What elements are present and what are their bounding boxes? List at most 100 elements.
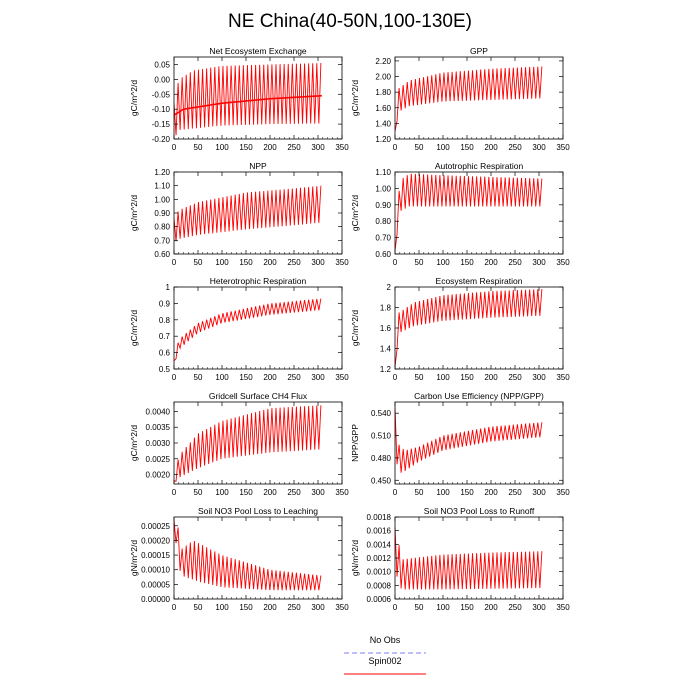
x-tick-label: 300 bbox=[532, 488, 546, 497]
x-tick-label: 250 bbox=[287, 143, 301, 152]
x-tick-label: 100 bbox=[215, 258, 229, 267]
figure-title: NE China(40-50N,100-130E) bbox=[228, 11, 472, 32]
x-tick-label: 350 bbox=[556, 258, 570, 267]
x-tick-label: 150 bbox=[239, 143, 253, 152]
panel-title: Heterotrophic Respiration bbox=[210, 276, 307, 286]
y-axis-label: gC/m^2/d bbox=[129, 195, 139, 231]
y-tick-label: 0.0018 bbox=[367, 513, 392, 522]
y-tick-label: 2.00 bbox=[375, 73, 391, 82]
y-tick-label: 0.70 bbox=[154, 236, 170, 245]
y-tick-label: -0.20 bbox=[152, 135, 171, 144]
x-tick-label: 200 bbox=[263, 258, 277, 267]
x-tick-label: 300 bbox=[532, 603, 546, 612]
x-tick-label: 0 bbox=[172, 373, 177, 382]
y-tick-label: 0.0035 bbox=[146, 423, 171, 432]
y-tick-label: 0.00010 bbox=[141, 566, 170, 575]
x-tick-label: 150 bbox=[460, 603, 474, 612]
x-tick-label: 50 bbox=[194, 488, 203, 497]
panel-title: Net Ecosystem Exchange bbox=[209, 46, 307, 56]
x-tick-label: 0 bbox=[172, 603, 177, 612]
x-tick-label: 50 bbox=[194, 373, 203, 382]
x-tick-label: 300 bbox=[532, 143, 546, 152]
x-tick-label: 350 bbox=[335, 143, 349, 152]
x-tick-label: 50 bbox=[415, 143, 424, 152]
y-tick-label: 0.00015 bbox=[141, 551, 170, 560]
series-line bbox=[174, 405, 322, 482]
x-tick-label: 150 bbox=[460, 143, 474, 152]
x-tick-label: 0 bbox=[172, 488, 177, 497]
plot-frame bbox=[173, 56, 343, 140]
y-tick-label: 0.0025 bbox=[146, 455, 171, 464]
x-tick-label: 150 bbox=[460, 373, 474, 382]
y-tick-label: 0.00005 bbox=[141, 580, 170, 589]
y-tick-label: 0.00000 bbox=[141, 595, 170, 604]
panel-5: 0 50 100 150 200 250 300 350 0.5 0.6 0.7 0.8 0.9 1 Het… bbox=[129, 276, 349, 382]
y-tick-label: 0.480 bbox=[371, 454, 392, 463]
panel-title: Ecosystem Respiration bbox=[436, 276, 523, 286]
y-tick-label: 0.0014 bbox=[367, 540, 392, 549]
legend-label: Spin002 bbox=[368, 656, 401, 666]
plot-frame bbox=[394, 286, 564, 370]
y-tick-label: 1.00 bbox=[154, 195, 170, 204]
plot-frame bbox=[173, 286, 343, 370]
x-tick-label: 150 bbox=[239, 603, 253, 612]
plot-frame bbox=[173, 516, 343, 600]
y-tick-label: 0.0016 bbox=[367, 527, 392, 536]
series-line bbox=[395, 289, 543, 368]
x-tick-label: 300 bbox=[532, 373, 546, 382]
y-tick-label: 1.00 bbox=[375, 184, 391, 193]
x-tick-label: 300 bbox=[311, 258, 325, 267]
x-tick-label: 200 bbox=[484, 258, 498, 267]
y-tick-label: 1.6 bbox=[380, 324, 392, 333]
y-tick-label: 0.90 bbox=[154, 209, 170, 218]
x-tick-label: 100 bbox=[436, 603, 450, 612]
y-tick-label: 0.0030 bbox=[146, 439, 171, 448]
x-tick-label: 200 bbox=[484, 143, 498, 152]
y-axis-label: NPP/GPP bbox=[350, 424, 360, 462]
y-tick-label: 0.510 bbox=[371, 432, 392, 441]
x-tick-label: 350 bbox=[335, 373, 349, 382]
y-tick-label: 0.6 bbox=[159, 349, 171, 358]
series-line bbox=[174, 298, 322, 362]
y-tick-label: 0.7 bbox=[159, 332, 171, 341]
y-tick-label: 1.40 bbox=[375, 119, 391, 128]
y-tick-label: 0.05 bbox=[154, 60, 170, 69]
y-tick-label: 1.80 bbox=[375, 88, 391, 97]
y-tick-label: 0.9 bbox=[159, 299, 171, 308]
x-tick-label: 350 bbox=[556, 603, 570, 612]
x-tick-label: 200 bbox=[484, 488, 498, 497]
panel-title: Autotrophic Respiration bbox=[435, 161, 524, 171]
series-line bbox=[174, 185, 322, 242]
y-tick-label: 0.00020 bbox=[141, 536, 170, 545]
x-tick-label: 50 bbox=[415, 258, 424, 267]
panel-title: GPP bbox=[470, 46, 488, 56]
x-tick-label: 300 bbox=[532, 258, 546, 267]
x-tick-label: 200 bbox=[484, 603, 498, 612]
y-tick-label: 1.4 bbox=[380, 345, 392, 354]
x-tick-label: 150 bbox=[239, 258, 253, 267]
x-tick-label: 50 bbox=[194, 603, 203, 612]
series-line bbox=[174, 519, 322, 591]
y-tick-label: 1.2 bbox=[380, 365, 392, 374]
x-tick-label: 0 bbox=[393, 258, 398, 267]
x-tick-label: 0 bbox=[393, 603, 398, 612]
x-tick-label: 200 bbox=[263, 143, 277, 152]
y-tick-label: 0.0040 bbox=[146, 407, 171, 416]
y-tick-label: 0.80 bbox=[154, 223, 170, 232]
panel-title: Carbon Use Efficiency (NPP/GPP) bbox=[414, 391, 544, 401]
x-tick-label: 300 bbox=[311, 143, 325, 152]
y-tick-label: 1 bbox=[166, 283, 171, 292]
y-tick-label: 0.60 bbox=[375, 250, 391, 259]
x-tick-label: 350 bbox=[556, 488, 570, 497]
x-tick-label: 250 bbox=[287, 258, 301, 267]
y-tick-label: 0.0006 bbox=[367, 595, 392, 604]
panels-group: 0 50 100 150 200 250 300 350-0.20-0.15-0.10-0.0… bbox=[129, 46, 570, 612]
x-tick-label: 200 bbox=[263, 488, 277, 497]
panel-title: Soil NO3 Pool Loss to Leaching bbox=[198, 506, 318, 516]
y-axis-label: gN/m^2/d bbox=[129, 540, 139, 576]
panel-3: 0 50 100 150 200 250 300 350 0.60 0.70 0.80 0.90 1.0… bbox=[129, 161, 349, 267]
y-axis-label: gC/m^2/d bbox=[129, 425, 139, 461]
y-tick-label: 1.10 bbox=[375, 168, 391, 177]
x-tick-label: 100 bbox=[215, 373, 229, 382]
